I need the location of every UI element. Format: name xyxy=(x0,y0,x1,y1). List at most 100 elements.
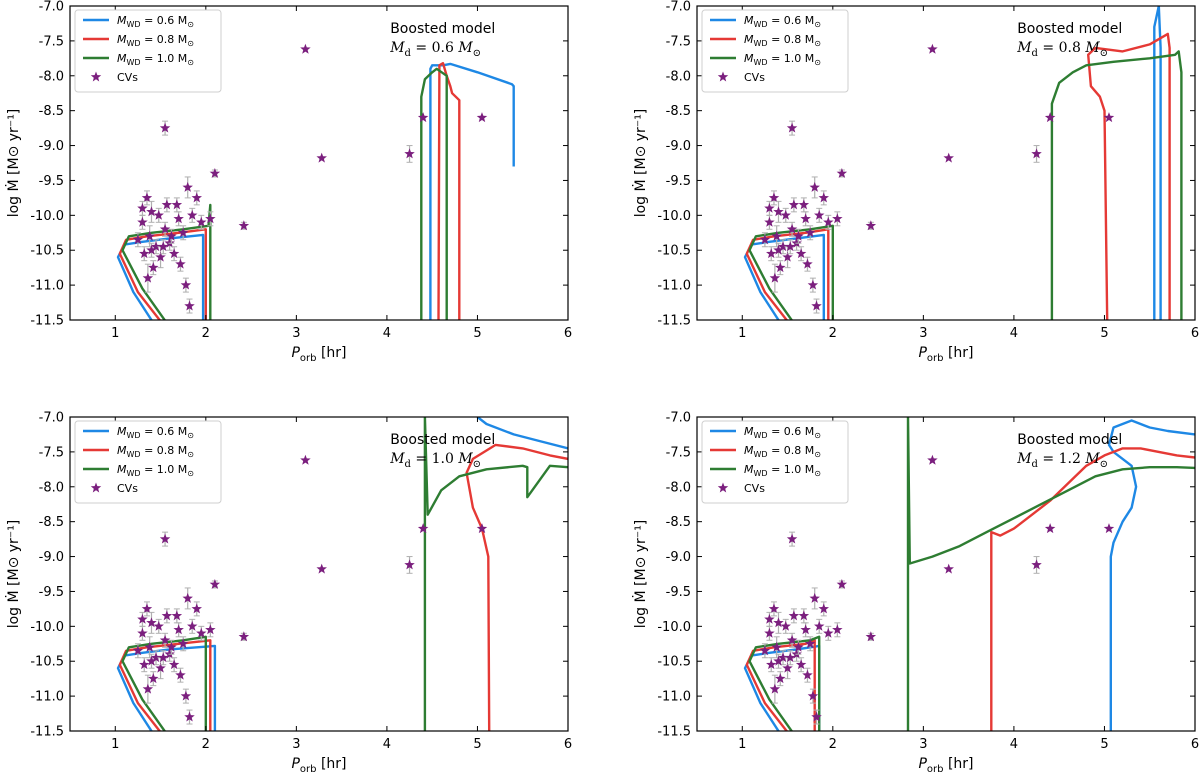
cv-point xyxy=(785,652,796,663)
cv-point xyxy=(166,230,177,241)
series-line xyxy=(420,67,448,320)
x-tick-label: 2 xyxy=(829,326,837,341)
cv-point xyxy=(809,592,820,603)
y-tick-label: -8.5 xyxy=(39,104,64,119)
x-axis-label: Porb [hr] xyxy=(918,756,973,773)
cv-point xyxy=(786,223,798,234)
y-tick-label: -10.0 xyxy=(30,620,64,635)
cv-point xyxy=(171,610,183,621)
cv-point xyxy=(180,279,192,290)
y-axis-label: log Ṁ [M⊙ yr⁻¹] xyxy=(631,109,649,218)
cv-point xyxy=(141,192,153,203)
x-tick-label: 2 xyxy=(202,737,210,752)
legend-label: MWD = 0.6 M⊙ xyxy=(744,14,821,29)
cv-point xyxy=(132,234,144,245)
y-tick-label: -11.5 xyxy=(30,725,64,740)
cv-point xyxy=(155,662,166,673)
x-tick-label: 4 xyxy=(1010,737,1018,752)
legend-swatch-star xyxy=(717,71,729,82)
cv-point xyxy=(811,300,822,311)
cv-point xyxy=(168,248,180,259)
cv-point xyxy=(175,258,186,269)
y-tick-label: -9.0 xyxy=(666,139,691,154)
x-tick-label: 3 xyxy=(292,326,300,341)
cv-point xyxy=(791,237,802,248)
cv-point xyxy=(137,613,148,624)
y-tick-label: -10.0 xyxy=(657,209,691,224)
y-tick-label: -9.0 xyxy=(39,139,64,154)
cv-point xyxy=(187,620,198,631)
cv-point xyxy=(175,669,186,680)
cv-point xyxy=(159,122,171,133)
cv-point xyxy=(768,603,780,614)
y-tick-label: -11.0 xyxy=(657,690,691,705)
plot-area xyxy=(743,6,1183,320)
cv-point xyxy=(150,241,162,252)
annotation-title: Boosted model xyxy=(390,21,495,37)
cv-point xyxy=(802,258,813,269)
y-tick-label: -8.0 xyxy=(39,69,64,84)
x-tick-label: 1 xyxy=(738,326,746,341)
chart-panel-bottom-left: 1 2 3 4 5 6 -11.5 -11.0 -10.5 -10.0 -9.5 -9.0 -8.5 -8… xyxy=(4,411,572,773)
chart-panel-top-right: 1 2 3 4 5 6 -11.5 -11.0 -10.5 -10.0 -9.5 -9.0 -8.5 -8… xyxy=(631,0,1199,364)
cv-point xyxy=(795,659,807,670)
cv-point xyxy=(196,627,207,638)
cv-point xyxy=(153,209,164,220)
cv-point xyxy=(764,627,775,638)
cv-point xyxy=(786,533,798,544)
y-tick-label: -7.5 xyxy=(39,34,64,49)
cv-point xyxy=(142,272,154,283)
cv-point xyxy=(766,248,777,259)
cv-point xyxy=(769,683,781,694)
cv-point xyxy=(146,655,157,666)
cv-point xyxy=(927,43,938,54)
x-tick-label: 4 xyxy=(383,326,391,341)
y-tick-label: -9.5 xyxy=(666,585,691,600)
cv-point xyxy=(166,641,177,652)
cv-point xyxy=(187,209,198,220)
y-tick-label: -11.5 xyxy=(657,314,691,329)
legend-swatch-star xyxy=(90,482,102,493)
cv-point xyxy=(865,631,877,642)
legend-label: MWD = 0.8 M⊙ xyxy=(117,444,194,459)
cv-point xyxy=(177,638,189,649)
plot-area xyxy=(116,417,568,731)
cv-point xyxy=(865,220,877,231)
cv-point xyxy=(158,652,169,663)
cv-point xyxy=(476,523,488,534)
cv-point xyxy=(793,230,804,241)
x-tick-label: 6 xyxy=(1191,737,1199,752)
cv-point xyxy=(141,603,153,614)
cv-point xyxy=(196,216,207,227)
series-line xyxy=(906,417,1195,731)
cv-point xyxy=(153,620,164,631)
x-tick-label: 1 xyxy=(738,737,746,752)
y-tick-label: -11.0 xyxy=(30,690,64,705)
cv-point xyxy=(404,559,415,570)
legend-box xyxy=(74,420,222,504)
annotation-donor-mass: Md = 1.0 M⊙ xyxy=(389,451,481,470)
cv-point xyxy=(927,454,938,465)
y-tick-label: -10.5 xyxy=(657,655,691,670)
y-tick-label: -7.0 xyxy=(39,0,64,15)
x-tick-label: 3 xyxy=(292,737,300,752)
y-tick-label: -11.0 xyxy=(657,279,691,294)
cv-point xyxy=(148,673,159,684)
cv-point xyxy=(184,300,195,311)
cv-point xyxy=(804,638,816,649)
y-axis-label: log Ṁ [M⊙ yr⁻¹] xyxy=(4,109,22,218)
cv-point xyxy=(142,683,154,694)
legend-label: MWD = 0.6 M⊙ xyxy=(117,425,194,440)
y-tick-label: -8.0 xyxy=(666,69,691,84)
cv-point xyxy=(300,43,311,54)
cv-point xyxy=(814,209,825,220)
y-tick-label: -7.5 xyxy=(666,34,691,49)
axes-frame xyxy=(69,416,569,732)
cv-point xyxy=(786,122,798,133)
x-tick-label: 1 xyxy=(111,737,119,752)
cv-point xyxy=(832,624,843,635)
cv-point xyxy=(144,641,155,652)
y-tick-label: -9.5 xyxy=(666,174,691,189)
cv-point xyxy=(191,192,202,203)
plot-area xyxy=(116,43,515,320)
